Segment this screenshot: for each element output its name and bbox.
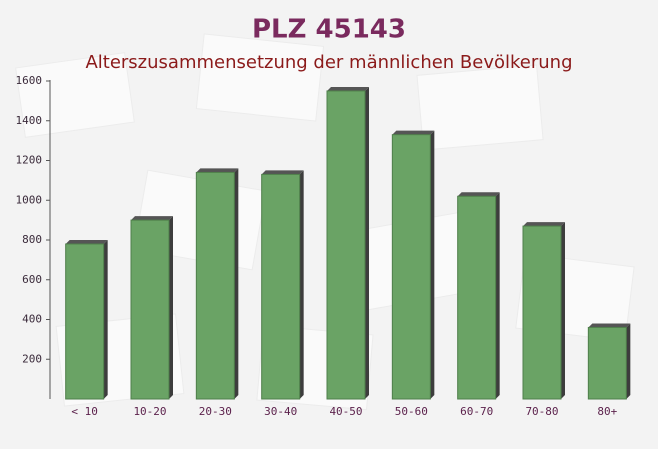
y-tick-label: 800 — [22, 233, 42, 246]
y-tick-label: 1000 — [16, 193, 43, 206]
y-tick-label: 400 — [22, 313, 42, 326]
bar — [130, 219, 170, 400]
bar-top — [392, 130, 435, 135]
x-tick-label: 40-50 — [329, 405, 362, 418]
y-tick-label: 1400 — [16, 114, 43, 127]
y-tick-label: 600 — [22, 273, 42, 286]
x-tick-label: 30-40 — [264, 405, 297, 418]
x-tick-label: 70-80 — [525, 405, 558, 418]
bar — [261, 173, 301, 400]
y-tick-label: 1200 — [16, 154, 43, 167]
x-tick-label: 60-70 — [460, 405, 493, 418]
bar — [457, 195, 497, 400]
bar-top — [261, 170, 304, 175]
bar-top — [457, 192, 500, 197]
x-tick-label: < 10 — [71, 405, 98, 418]
bar-side — [299, 170, 304, 399]
chart-subtitle: Alterszusammensetzung der männlichen Bev… — [85, 52, 572, 73]
chart-title: PLZ 45143 — [252, 15, 406, 45]
bar-top — [131, 216, 173, 221]
bar-top — [588, 323, 631, 328]
x-tick-label: 20-30 — [199, 405, 232, 418]
x-tick-label: 80+ — [597, 405, 617, 418]
bar-side — [234, 168, 239, 399]
x-tick-label: 10-20 — [133, 405, 166, 418]
bar — [391, 134, 431, 400]
bar-top — [327, 86, 369, 91]
bar — [65, 243, 105, 400]
bar — [326, 90, 366, 400]
y-tick-label: 200 — [22, 352, 42, 365]
bar-top — [523, 222, 565, 227]
bar-side — [103, 239, 108, 399]
bar-side — [365, 86, 369, 399]
bar-side — [169, 216, 173, 399]
bar-side — [430, 130, 435, 399]
y-tick-label: 1600 — [16, 74, 43, 87]
bar-side — [495, 192, 500, 399]
bar — [587, 326, 627, 400]
bar-side — [561, 222, 565, 399]
bar-side — [626, 323, 631, 399]
x-tick-label: 50-60 — [395, 405, 428, 418]
bar-top — [196, 168, 239, 173]
bar — [195, 171, 235, 400]
bar — [522, 225, 562, 400]
bar-top — [65, 239, 108, 244]
